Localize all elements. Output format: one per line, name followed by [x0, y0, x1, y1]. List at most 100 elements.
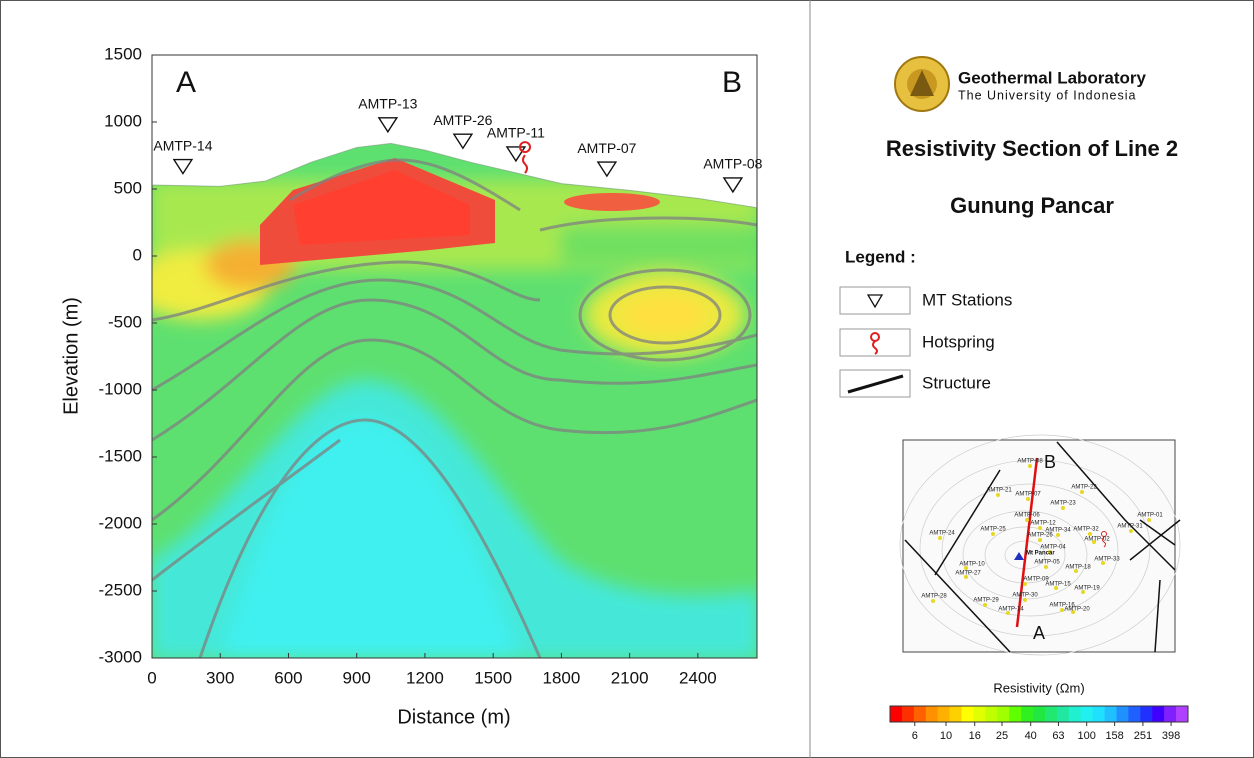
map-station-label: AMTP-12: [1030, 521, 1056, 527]
contour: [608, 285, 722, 345]
map-station-label: AMTP-22: [1071, 485, 1097, 491]
contour: [152, 278, 757, 392]
colorbar-swatch: [913, 706, 927, 722]
station-label: AMTP-07: [577, 140, 636, 156]
colorbar-tick-label: 10: [940, 730, 952, 742]
colorbar-swatch: [1044, 706, 1058, 722]
contour: [152, 298, 757, 442]
station-marker: [452, 133, 474, 150]
colorbar-frame: [889, 705, 1189, 723]
colorbar-swatch: [1116, 706, 1129, 722]
contour: [289, 158, 521, 212]
map-station-label: AMTP-01: [1137, 513, 1163, 519]
y-tick-label: 1500: [104, 44, 142, 63]
map-station-label: AMTP-26: [1027, 533, 1053, 539]
legend-title: Legend :: [845, 247, 916, 266]
map-station-label: AMTP-32: [1073, 527, 1099, 533]
map-station-label: AMTP-05: [1034, 560, 1060, 566]
x-tick-label: 2100: [611, 668, 649, 687]
plot-layer: 0 300 600 900 1200 1500 1800 2100 2400 -3000 -2500…: [99, 44, 763, 687]
colorbar-swatch: [1140, 706, 1153, 722]
map-station-label: AMTP-34: [1045, 528, 1071, 534]
x-tick-label: 1500: [474, 668, 512, 687]
station-label: AMTP-14: [153, 137, 212, 153]
green-right: [560, 225, 757, 265]
station-marker: [505, 146, 527, 163]
map-station-label: AMTP-21: [986, 488, 1012, 494]
contours: [152, 158, 757, 658]
colorbar-tick-label: 63: [1052, 730, 1064, 742]
y-tick-label: -3000: [99, 647, 142, 666]
low-core: [220, 420, 520, 658]
colorbar-swatch: [1164, 706, 1177, 722]
colorbar-swatch: [1009, 706, 1022, 722]
y-tick-label: -1000: [99, 379, 142, 398]
colorbar-swatch: [937, 706, 950, 722]
colorbar-swatch: [1176, 706, 1189, 722]
map-station-dots: [931, 464, 1151, 615]
colorbar-swatch: [1128, 706, 1141, 722]
legend-symbol-hotspring: [870, 332, 880, 355]
station-label: AMTP-11: [487, 125, 545, 141]
colorbar-swatch: [949, 706, 962, 722]
map-station-label: AMTP-02: [1084, 537, 1110, 543]
contour: [152, 438, 341, 582]
map-station-label: AMTP-06: [1014, 513, 1040, 519]
map-frame: [902, 439, 1176, 653]
map-peak-label: Mt Pancar: [1026, 551, 1055, 557]
contour: [152, 260, 541, 322]
map-station-label: AMTP-10: [959, 562, 985, 568]
y-tick-label: 0: [133, 245, 142, 264]
colorbar-swatch: [973, 706, 986, 722]
colorbar-swatch: [890, 706, 903, 722]
map-station-label: AMTP-08: [1017, 459, 1043, 465]
map-station-label: AMTP-15: [1045, 582, 1071, 588]
title: Resistivity Section of Line 2: [886, 136, 1178, 161]
x-axis-title: Distance (m): [397, 706, 510, 728]
map-station-label: AMTP-07: [1015, 492, 1041, 498]
colorbar-tick-label: 100: [1077, 730, 1095, 742]
contour: [578, 268, 752, 362]
map-station-label: AMTP-29: [973, 598, 999, 604]
colorbar-swatch: [985, 706, 998, 722]
legend-label: Hotspring: [922, 332, 995, 351]
colorbar-swatch: [1092, 706, 1105, 722]
colorbar-tick-label: 398: [1162, 730, 1180, 742]
legend-symbol-structure: [847, 374, 904, 394]
legend-box: [839, 286, 911, 315]
inset-map: AMTP-08 AMTP-21 AMTP-07 AMTP-22 AMTP-23 …: [899, 434, 1181, 656]
y-tick-label: -2000: [99, 513, 142, 532]
station-marker: [172, 158, 194, 175]
logo: [894, 56, 950, 112]
resistivity-field: [152, 143, 757, 658]
hotspring-marker: [519, 141, 532, 174]
colorbar-tick-label: 16: [969, 730, 981, 742]
legend-label: MT Stations: [922, 290, 1012, 309]
logo-figure: [910, 70, 934, 96]
legend-symbol-station: [866, 294, 884, 309]
map-station-label: AMTP-24: [929, 531, 955, 537]
station-label: AMTP-08: [703, 156, 762, 172]
x-tick-label: 1200: [406, 668, 444, 687]
map-station-label: AMTP-14: [998, 607, 1024, 613]
y-tick-label: -2500: [99, 580, 142, 599]
contour: [198, 418, 542, 658]
x-tick-label: 900: [343, 668, 371, 687]
colorbar-swatch: [997, 706, 1010, 722]
university: The University of Indonesia: [958, 88, 1136, 102]
colorbar-swatch: [1033, 706, 1046, 722]
map-peak-marker: [1014, 552, 1024, 560]
contour: [539, 216, 757, 232]
map-hotspring: [1101, 531, 1107, 548]
station-label: AMTP-13: [358, 95, 417, 111]
map-station-label: AMTP-19: [1074, 586, 1100, 592]
y-tick-label: 1000: [104, 111, 142, 130]
map-station-label: AMTP-25: [980, 527, 1006, 533]
colorbar-swatch: [1104, 706, 1117, 722]
map-station-label: AMTP-31: [1117, 524, 1143, 530]
x-tick-label: 2400: [679, 668, 717, 687]
map-station-label: AMTP-16: [1049, 603, 1075, 609]
y-tick-label: -1500: [99, 446, 142, 465]
map-station-label: AMTP-18: [1065, 565, 1091, 571]
map-station-label: AMTP-28: [921, 594, 947, 600]
